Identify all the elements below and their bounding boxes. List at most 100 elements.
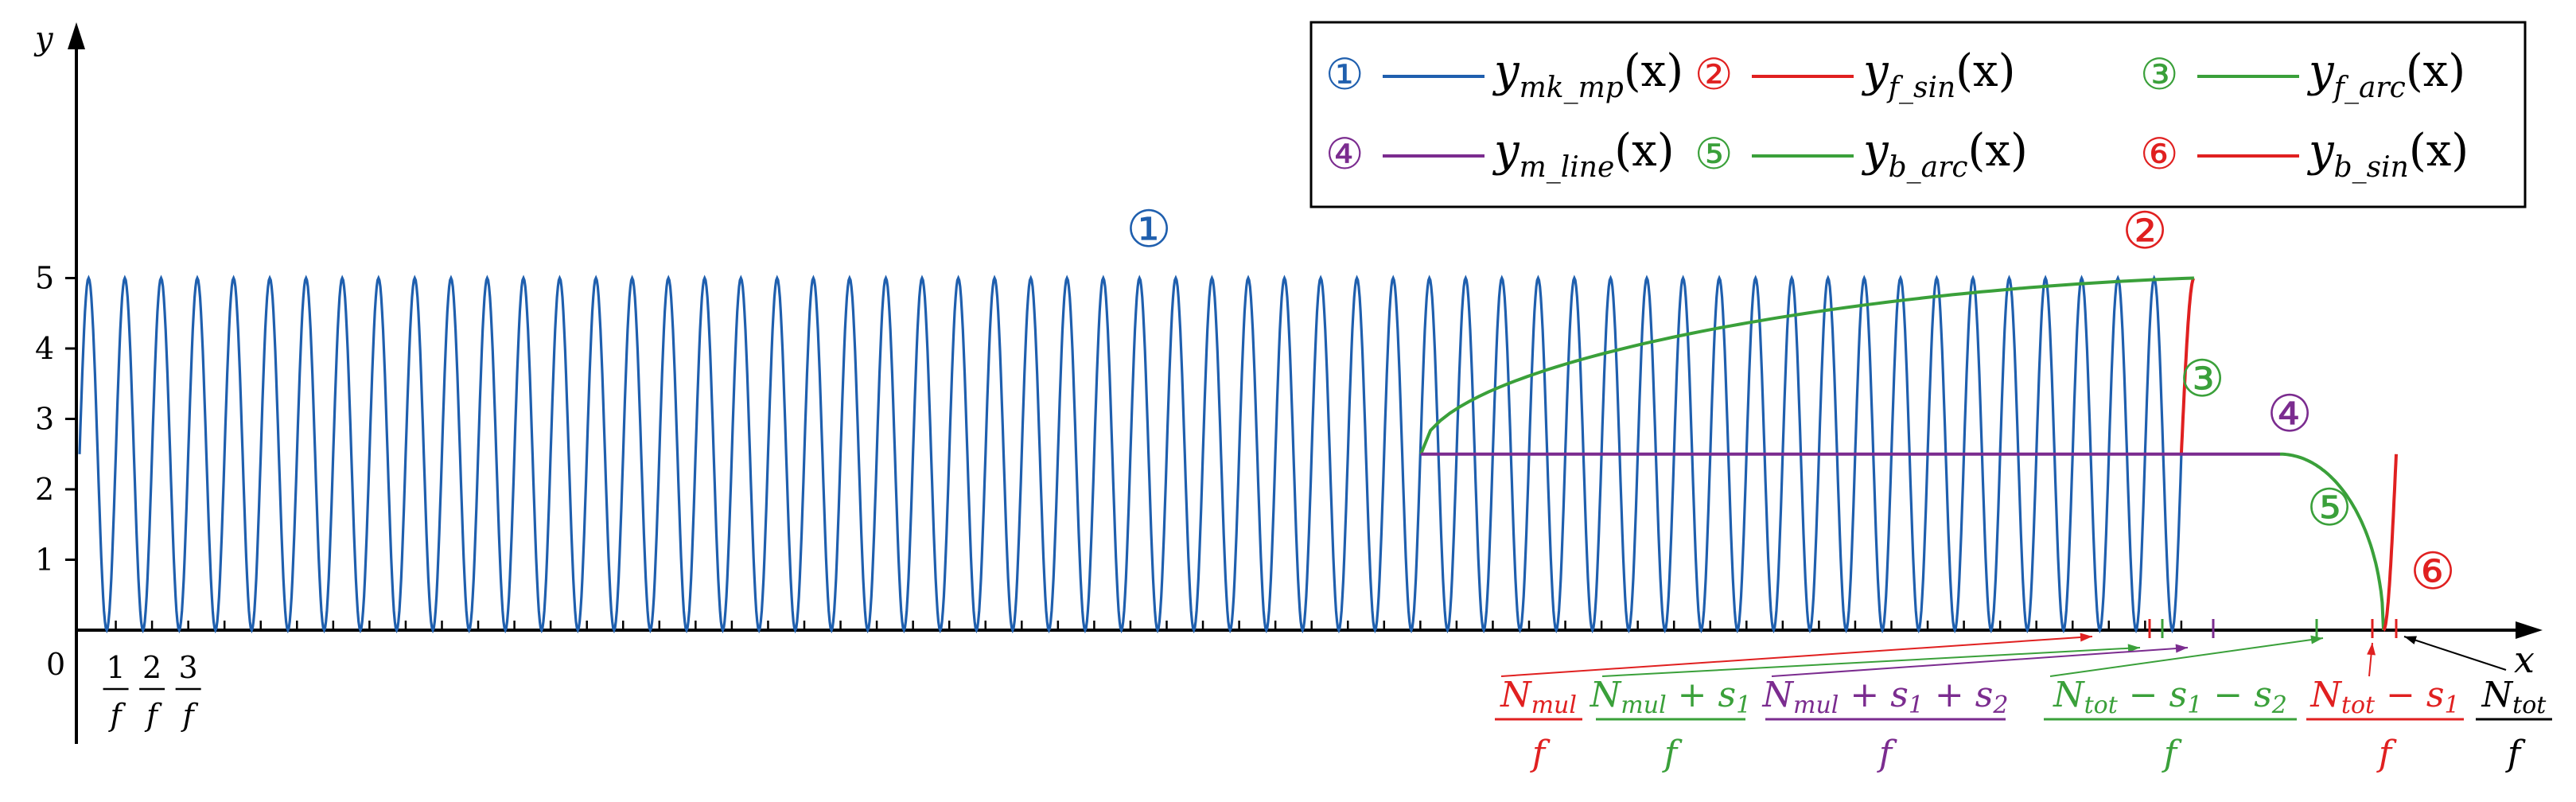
legend-label-base: y bbox=[1861, 125, 1889, 177]
x-tick-denominator: f bbox=[108, 698, 126, 733]
boundary-subscript: mul bbox=[1621, 691, 1666, 719]
boundary-subscript: 2 bbox=[1992, 691, 2008, 719]
legend-label-arg: (x) bbox=[2406, 45, 2465, 97]
boundary-symbol: N bbox=[2309, 675, 2342, 715]
x-tick-denominator: f bbox=[144, 698, 162, 733]
y-tick-label: 5 bbox=[35, 261, 54, 296]
series-markers-group: ① ② ③④ ⑤⑥ bbox=[1126, 200, 2455, 602]
legend-label-base: y bbox=[1492, 125, 1520, 177]
boundary-label: Nmul​ + s1​ f bbox=[1590, 644, 2141, 774]
boundary-subscript: 1 bbox=[2187, 691, 2202, 719]
legend-entry-3: ③ yf_arc(x) bbox=[2140, 45, 2465, 104]
legend-label-arg: (x) bbox=[1624, 45, 1683, 97]
boundary-denominator: f bbox=[1530, 734, 1551, 774]
x-tick-numerator: 1 bbox=[106, 650, 125, 685]
boundary-label: Ntot​ − s1​ − s2​ f bbox=[2044, 635, 2324, 774]
boundary-label: Nmul​ + s1​ + s2​ f bbox=[1762, 644, 2189, 774]
boundary-leader-line bbox=[2049, 637, 2324, 677]
boundary-symbol: N bbox=[2481, 675, 2514, 715]
boundary-denominator: f bbox=[1662, 734, 1683, 774]
boundary-subscript: tot bbox=[2341, 691, 2376, 719]
legend-label-arg: (x) bbox=[2409, 125, 2469, 177]
boundary-subscript: tot bbox=[2084, 691, 2119, 719]
legend-marker: ⑥ bbox=[2140, 129, 2178, 179]
legend-entry-2: ② yf_sin(x) bbox=[1695, 45, 2015, 104]
boundary-subscript: mul bbox=[1531, 691, 1577, 719]
boundary-symbol: N bbox=[1762, 675, 1795, 715]
boundary-symbol: s bbox=[2254, 675, 2272, 715]
boundary-subscript: mul bbox=[1793, 691, 1839, 719]
legend-entry-4: ④ ym_line(x) bbox=[1325, 125, 1675, 184]
series-b-sin-line bbox=[2382, 454, 2398, 632]
boundary-numerator: Nmul​ bbox=[1500, 675, 1577, 719]
series-marker-1: ① bbox=[1126, 200, 1171, 259]
x-axis-arrowhead bbox=[2516, 621, 2543, 639]
series-mk-mp-line bbox=[78, 274, 2183, 634]
boundary-symbol: s bbox=[1718, 675, 1737, 715]
origin-label: 0 bbox=[46, 647, 65, 682]
boundary-leader-line bbox=[2403, 636, 2507, 671]
y-axis-label: y bbox=[33, 21, 54, 57]
boundary-operator: + bbox=[1924, 675, 1975, 715]
legend-marker: ① bbox=[1325, 49, 1364, 99]
legend-label-arg: (x) bbox=[1968, 125, 2028, 177]
legend-label: ym_line(x) bbox=[1492, 125, 1675, 184]
legend-marker: ④ bbox=[1325, 129, 1364, 179]
boundary-subscript: 1 bbox=[1909, 691, 1924, 719]
series-f-arc-line bbox=[1419, 276, 2194, 455]
y-tick-label: 1 bbox=[35, 543, 54, 578]
boundary-denominator: f bbox=[2505, 734, 2526, 774]
boundary-symbol: N bbox=[1590, 675, 1622, 715]
boundary-denominator: f bbox=[1877, 734, 1897, 774]
boundary-operator: − bbox=[2202, 675, 2254, 715]
legend-label-subscript: b_sin bbox=[2334, 151, 2409, 184]
series-marker-4: ④ bbox=[2267, 385, 2312, 444]
legend-label-subscript: b_arc bbox=[1889, 151, 1968, 184]
legend-label: yf_arc(x) bbox=[2306, 45, 2465, 104]
boundary-symbol: s bbox=[2426, 675, 2445, 715]
boundary-operator: + bbox=[1839, 675, 1890, 715]
boundary-numerator: Nmul​ + s1​ + s2​ bbox=[1762, 675, 2009, 719]
series-marker-2: ② bbox=[2122, 202, 2167, 261]
boundary-leader-arrowhead bbox=[2310, 635, 2323, 644]
y-tick-label: 3 bbox=[35, 402, 54, 437]
boundary-leader-arrowhead bbox=[2127, 644, 2140, 653]
boundary-symbol: s bbox=[1975, 675, 1994, 715]
legend-label-base: y bbox=[1861, 45, 1889, 97]
series-marker-3: ③ bbox=[2179, 350, 2224, 409]
boundary-operator: + bbox=[1667, 675, 1718, 715]
boundary-symbol: s bbox=[2169, 675, 2188, 715]
boundary-denominator: f bbox=[2376, 734, 2397, 774]
boundary-leader-arrowhead bbox=[2080, 633, 2092, 642]
legend-label-subscript: m_line bbox=[1520, 151, 1615, 184]
boundary-numerator: Ntot​ − s1​ bbox=[2309, 675, 2459, 719]
legend-label-arg: (x) bbox=[1955, 45, 2015, 97]
boundary-symbol: s bbox=[1890, 675, 1909, 715]
legend-label-subscript: mk_mp bbox=[1520, 72, 1624, 104]
boundary-leader-line bbox=[1500, 636, 2093, 677]
boundary-label: Ntot​ − s1​ f bbox=[2306, 642, 2464, 774]
legend-label: yb_sin(x) bbox=[2306, 125, 2469, 184]
legend-label-base: y bbox=[2306, 45, 2335, 97]
legend-label: yb_arc(x) bbox=[1861, 125, 2028, 184]
x-axis-label: x bbox=[2514, 638, 2535, 681]
x-tick-numerator: 2 bbox=[142, 650, 161, 685]
boundary-operator: − bbox=[2118, 675, 2169, 715]
boundary-numerator: Ntot​ bbox=[2481, 675, 2547, 719]
legend-label-arg: (x) bbox=[1614, 125, 1674, 177]
boundary-label: Nmul​ f bbox=[1495, 633, 2093, 774]
boundary-denominator: f bbox=[2162, 734, 2182, 774]
x-tick-denominator: f bbox=[181, 698, 199, 733]
boundary-numerator: Nmul​ + s1​ bbox=[1590, 675, 1751, 719]
boundary-leader-line bbox=[1601, 647, 2141, 677]
series-f-sin-line bbox=[2179, 276, 2196, 454]
boundary-subscript: 1 bbox=[1736, 691, 1751, 719]
legend-label-subscript: f_sin bbox=[1886, 72, 1956, 104]
legend-entry-5: ⑤ yb_arc(x) bbox=[1695, 125, 2028, 184]
y-axis-arrowhead bbox=[68, 22, 85, 49]
boundary-subscript: 2 bbox=[2271, 691, 2287, 719]
boundary-subscript: tot bbox=[2512, 691, 2547, 719]
